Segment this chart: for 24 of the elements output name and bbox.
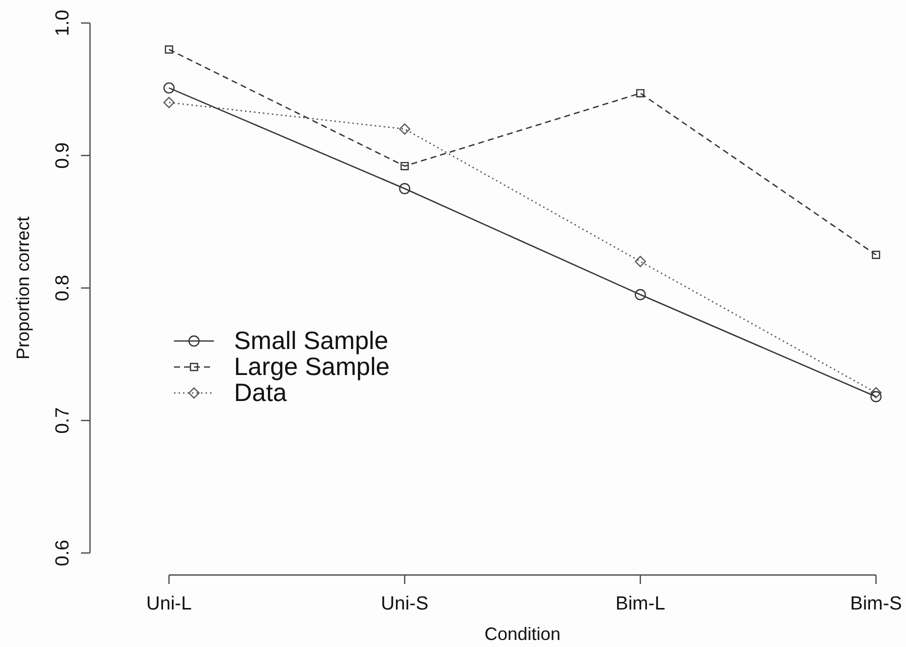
y-tick-label: 1.0	[52, 10, 74, 36]
point	[163, 82, 175, 94]
point	[163, 96, 175, 108]
x-tick-label: Uni-S	[380, 594, 428, 615]
point	[870, 391, 882, 402]
point	[399, 123, 410, 135]
point	[399, 183, 410, 194]
y-tick-label: 0.9	[52, 142, 74, 169]
point	[164, 45, 174, 54]
point	[870, 387, 882, 398]
point	[634, 256, 646, 268]
y-axis-title: Proportion correct	[12, 216, 33, 360]
x-axis-title: Condition	[484, 624, 561, 644]
x-tick-label: Bim-S	[850, 594, 902, 615]
y-tick-label: 0.7	[52, 407, 74, 434]
point	[634, 289, 646, 300]
legend-label: Small Sample	[234, 326, 388, 355]
y-tick-label: 0.8	[52, 274, 74, 302]
x-tick-label: Bim-L	[616, 594, 666, 615]
point	[636, 89, 644, 98]
point	[872, 250, 880, 260]
y-tick-label: 0.6	[52, 540, 74, 566]
point	[400, 162, 409, 170]
x-tick-label: Uni-L	[146, 594, 192, 615]
